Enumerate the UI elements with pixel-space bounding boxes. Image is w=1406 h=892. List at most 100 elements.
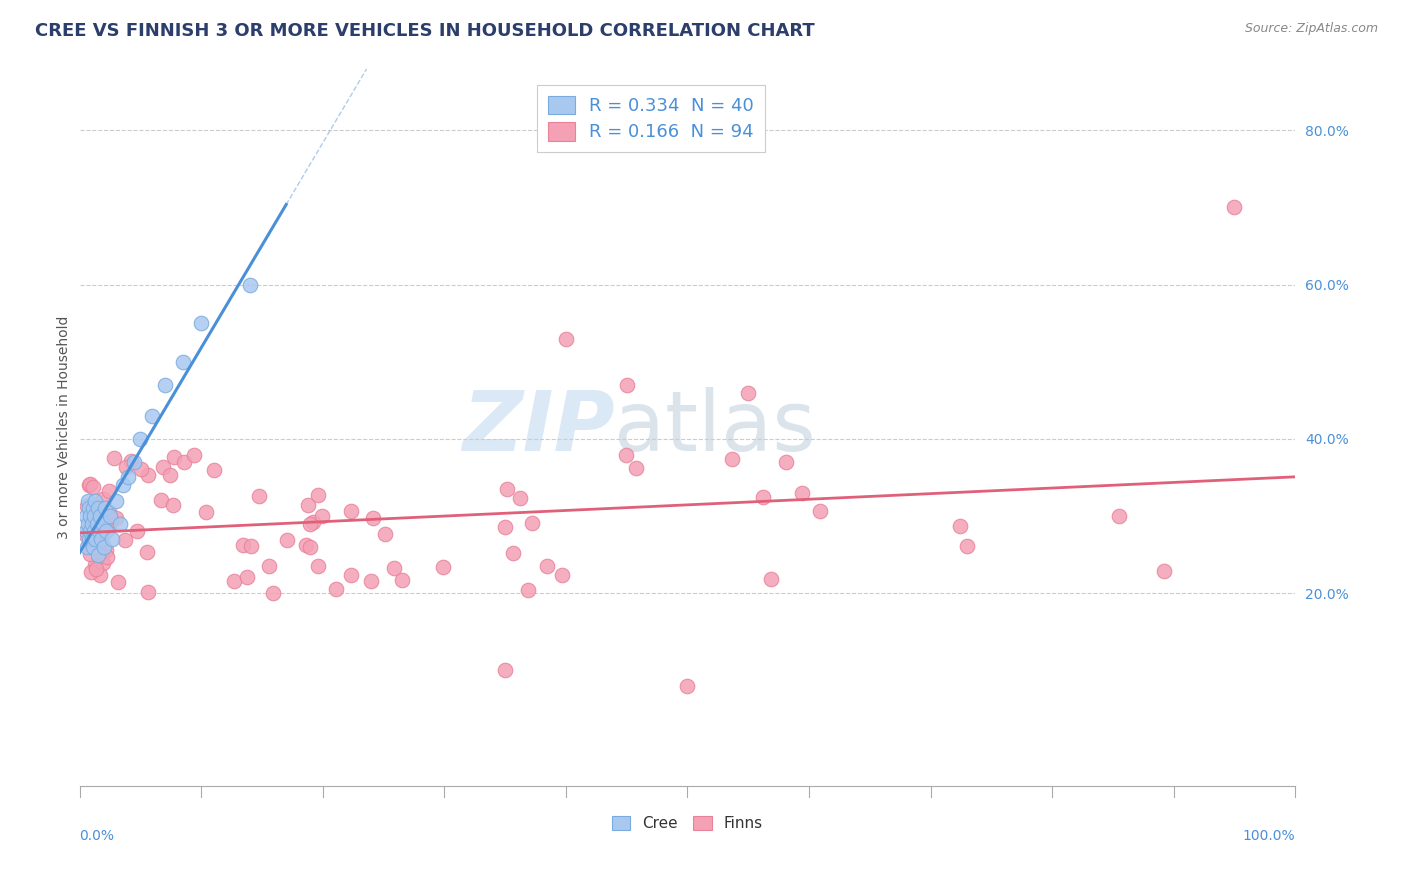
Point xyxy=(759,572,782,586)
Point xyxy=(97,505,120,519)
Point xyxy=(949,518,972,533)
Point xyxy=(236,570,259,584)
Point xyxy=(721,452,744,467)
Point xyxy=(103,451,125,466)
Point xyxy=(239,277,262,292)
Point xyxy=(84,562,107,576)
Point xyxy=(80,532,103,546)
Point xyxy=(120,453,142,467)
Point xyxy=(79,477,101,491)
Legend: Cree, Finns: Cree, Finns xyxy=(607,812,768,836)
Point xyxy=(97,520,120,534)
Point xyxy=(79,524,101,539)
Point xyxy=(82,540,104,554)
Point xyxy=(340,567,363,582)
Point xyxy=(127,524,149,539)
Point xyxy=(80,565,103,579)
Point xyxy=(75,524,97,539)
Point xyxy=(82,527,104,541)
Point xyxy=(551,567,574,582)
Point xyxy=(432,560,454,574)
Point xyxy=(517,582,540,597)
Point xyxy=(1153,564,1175,578)
Point xyxy=(307,488,329,502)
Text: Source: ZipAtlas.com: Source: ZipAtlas.com xyxy=(1244,22,1378,36)
Point xyxy=(554,332,576,346)
Point xyxy=(84,493,107,508)
Point xyxy=(374,526,396,541)
Point xyxy=(80,516,103,531)
Point xyxy=(89,509,111,524)
Point xyxy=(87,548,110,562)
Point xyxy=(159,468,181,483)
Point xyxy=(162,498,184,512)
Point xyxy=(93,557,115,571)
Point xyxy=(86,516,108,531)
Point xyxy=(163,450,186,465)
Point xyxy=(299,516,322,531)
Point xyxy=(82,480,104,494)
Point xyxy=(737,385,759,400)
Point xyxy=(494,520,516,534)
Point xyxy=(172,355,194,369)
Text: CREE VS FINNISH 3 OR MORE VEHICLES IN HOUSEHOLD CORRELATION CHART: CREE VS FINNISH 3 OR MORE VEHICLES IN HO… xyxy=(35,22,815,40)
Point xyxy=(494,664,516,678)
Point xyxy=(339,504,361,518)
Point xyxy=(122,455,145,469)
Point xyxy=(302,515,325,529)
Point xyxy=(232,538,254,552)
Point xyxy=(194,505,217,519)
Point xyxy=(190,316,212,330)
Point xyxy=(382,561,405,575)
Point xyxy=(114,533,136,547)
Text: atlas: atlas xyxy=(614,387,815,467)
Point xyxy=(509,491,531,505)
Point xyxy=(676,679,699,693)
Point xyxy=(77,516,100,531)
Point xyxy=(536,558,558,573)
Point xyxy=(360,574,382,588)
Point xyxy=(96,524,118,539)
Point xyxy=(84,532,107,546)
Point xyxy=(89,567,111,582)
Point xyxy=(624,461,647,475)
Point xyxy=(96,549,118,564)
Point xyxy=(138,468,160,483)
Point xyxy=(295,538,318,552)
Point xyxy=(775,455,797,469)
Point xyxy=(77,501,100,516)
Text: 100.0%: 100.0% xyxy=(1243,830,1295,843)
Point xyxy=(616,377,638,392)
Point xyxy=(1223,201,1246,215)
Point xyxy=(83,558,105,573)
Point xyxy=(152,460,174,475)
Point xyxy=(297,498,319,512)
Point xyxy=(100,513,122,527)
Point xyxy=(183,448,205,462)
Point xyxy=(105,510,128,524)
Text: 0.0%: 0.0% xyxy=(80,830,114,843)
Point xyxy=(752,490,775,504)
Point xyxy=(173,454,195,468)
Point xyxy=(520,516,543,531)
Point xyxy=(101,532,124,546)
Point xyxy=(956,539,979,553)
Point xyxy=(131,461,153,475)
Point xyxy=(276,533,298,547)
Point xyxy=(94,543,117,558)
Point xyxy=(87,501,110,516)
Point xyxy=(307,558,329,573)
Point xyxy=(224,574,246,588)
Point xyxy=(262,585,284,599)
Point xyxy=(75,509,97,524)
Point xyxy=(496,483,519,497)
Point xyxy=(98,509,121,524)
Point xyxy=(82,501,104,516)
Y-axis label: 3 or more Vehicles in Household: 3 or more Vehicles in Household xyxy=(58,316,72,539)
Point xyxy=(311,508,333,523)
Point xyxy=(89,545,111,559)
Point xyxy=(614,448,637,462)
Point xyxy=(93,540,115,554)
Point xyxy=(136,585,159,599)
Point xyxy=(1108,509,1130,524)
